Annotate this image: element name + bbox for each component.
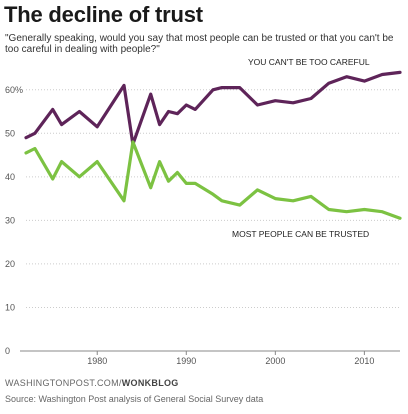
- label-can-be-trusted: MOST PEOPLE CAN BE TRUSTED: [232, 229, 369, 239]
- y-tick-label: 60%: [5, 85, 23, 95]
- y-tick-label: 20: [5, 259, 15, 269]
- y-tick-label: 30: [5, 215, 15, 225]
- footer-brand: WASHINGTONPOST.COM/WONKBLOG: [5, 378, 179, 388]
- x-tick-label: 2010: [354, 356, 374, 366]
- brand-sub: WONKBLOG: [122, 378, 179, 388]
- x-tick-label: 1990: [176, 356, 196, 366]
- x-tick-label: 2000: [265, 356, 285, 366]
- label-too-careful: YOU CAN'T BE TOO CAREFUL: [248, 57, 370, 67]
- y-tick-label: 50: [5, 128, 15, 138]
- y-tick-label: 40: [5, 172, 15, 182]
- y-tick-label: 10: [5, 302, 15, 312]
- brand-main: WASHINGTONPOST.COM/: [5, 378, 122, 388]
- source-note: Source: Washington Post analysis of Gene…: [5, 394, 263, 404]
- series-line-can-be-trusted: [26, 142, 400, 218]
- x-tick-label: 1980: [87, 356, 107, 366]
- y-tick-label: 0: [5, 346, 10, 356]
